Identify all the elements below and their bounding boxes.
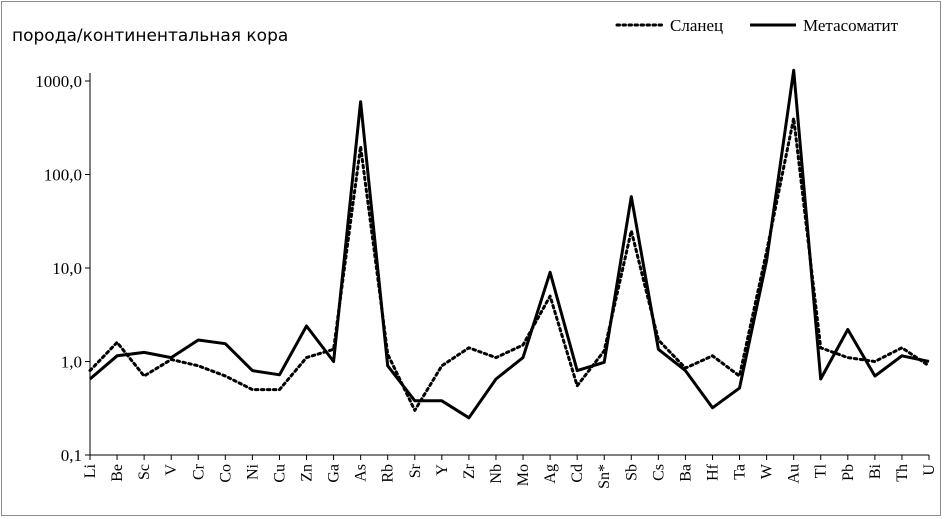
- x-tick-label: Tl: [813, 463, 830, 478]
- y-tick-label: 100,0: [44, 166, 82, 185]
- y-tick-label: 1000,0: [35, 72, 82, 91]
- x-tick-label: Th: [894, 464, 911, 482]
- axes: [89, 73, 929, 456]
- x-tick-label: Ba: [677, 464, 694, 482]
- x-tick-label: As: [353, 464, 370, 482]
- x-tick-label: Ni: [244, 463, 261, 480]
- x-tick-label: Nb: [488, 464, 505, 484]
- series-layer: [88, 68, 931, 420]
- y-tick-label: 10,0: [52, 259, 82, 278]
- x-tick-label: Mo: [515, 464, 532, 486]
- x-tick-label: Rb: [380, 464, 397, 483]
- x-tick-label: Sr: [407, 463, 424, 478]
- x-tick-label: Li: [82, 463, 99, 478]
- y-tick-label: 0,1: [61, 446, 82, 465]
- legend-label: Метасоматит: [803, 16, 899, 35]
- x-ticks: Li Be Sc V Cr Co Ni Cu Zn Ga As Rb Sr Y Zr Nb Mo Ag Cd Sn* S…: [82, 455, 938, 489]
- x-tick-label: Au: [786, 464, 803, 484]
- series-line-metasomatit: [89, 68, 930, 420]
- legend-label: Сланец: [670, 16, 723, 35]
- x-tick-label: Bi: [867, 463, 884, 479]
- x-tick-label: Sc: [136, 464, 153, 480]
- x-tick-label: Sn*: [596, 464, 613, 489]
- x-tick-label: Ta: [732, 464, 749, 480]
- legend: Сланец Метасоматит: [615, 16, 899, 35]
- x-tick-label: Pb: [840, 464, 857, 481]
- x-tick-label: V: [163, 464, 180, 476]
- y-tick-label: 1,0: [61, 353, 82, 372]
- x-tick-label: Zn: [299, 464, 316, 482]
- x-tick-label: Hf: [704, 463, 721, 481]
- y-axis-label: порода/континентальная кора: [12, 26, 289, 46]
- x-tick-label: Y: [434, 464, 451, 476]
- x-tick-label: Cd: [569, 464, 586, 483]
- x-tick-label: U: [921, 464, 938, 476]
- y-ticks: 0,1 1,0 10,0 100,0 1000,0: [35, 72, 90, 465]
- x-tick-label: Co: [217, 464, 234, 483]
- series-line-slanets: [88, 116, 931, 412]
- x-tick-label: Cr: [190, 463, 207, 480]
- x-tick-label: Ga: [326, 464, 343, 483]
- x-tick-label: W: [759, 463, 776, 479]
- x-tick-label: Zr: [461, 463, 478, 479]
- x-tick-label: Ag: [542, 464, 559, 484]
- x-tick-label: Cs: [650, 464, 667, 481]
- x-tick-label: Sb: [623, 464, 640, 481]
- x-tick-label: Cu: [271, 464, 288, 483]
- x-tick-label: Be: [109, 464, 126, 482]
